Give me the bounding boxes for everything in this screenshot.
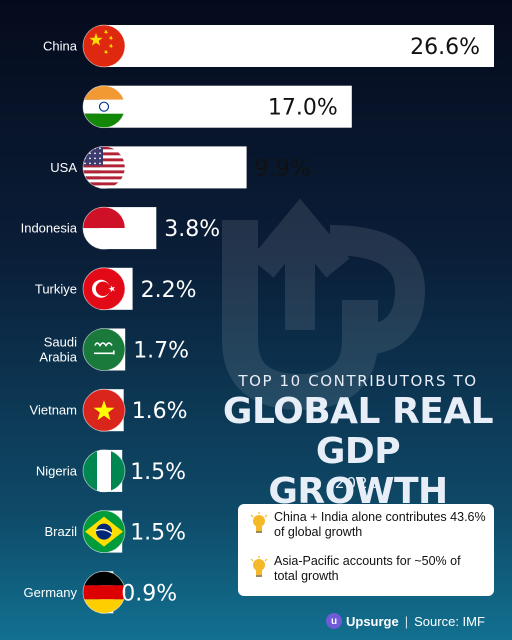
value-label-india: 17.0%: [268, 96, 338, 121]
value-label-saudi-arabia: 1.7%: [133, 339, 189, 364]
china-flag-icon: [82, 24, 126, 68]
category-label-indonesia: Indonesia: [21, 221, 78, 236]
category-label-turkiye: Turkiye: [35, 281, 77, 296]
lightbulb-icon: [250, 556, 268, 577]
title-line-1: GLOBAL REAL: [222, 391, 494, 432]
note-item: China + India alone contributes 43.6% of…: [246, 510, 486, 550]
category-label-usa: USA: [50, 160, 77, 175]
category-label-nigeria: Nigeria: [36, 463, 78, 478]
category-label-brazil: Brazil: [44, 524, 77, 539]
note-text-2: Asia-Pacific accounts for ~50% of total …: [274, 554, 461, 583]
title-line-2: GDP GROWTH: [268, 431, 448, 512]
title-prefix: TOP 10 CONTRIBUTORS TO: [238, 372, 478, 390]
value-label-turkiye: 2.2%: [141, 278, 197, 303]
footer-separator: |: [404, 613, 409, 629]
indonesia-flag-icon: [82, 206, 126, 250]
value-label-indonesia: 3.8%: [164, 217, 220, 242]
category-label-saudi-arabia: Saudi Arabia: [39, 335, 77, 365]
india-flag-icon: [82, 85, 126, 129]
nigeria-flag-icon: [82, 449, 126, 493]
note-item: Asia-Pacific accounts for ~50% of total …: [246, 554, 486, 594]
footer-brand: Upsurge: [346, 613, 399, 629]
value-label-china: 26.6%: [410, 35, 480, 60]
value-label-usa: 9.9%: [255, 156, 311, 181]
notes-box: China + India alone contributes 43.6% of…: [238, 504, 494, 596]
value-label-nigeria: 1.5%: [130, 460, 186, 485]
bars-group: China 26.6% 17.0% USA 9.9% Indonesia 3.8% Turki…: [21, 24, 494, 614]
brazil-flag-icon: [82, 510, 126, 553]
footer-source: Source: IMF: [414, 613, 485, 629]
note-text-1: China + India alone contributes 43.6% of…: [274, 510, 486, 539]
value-label-germany: 0.9%: [121, 581, 177, 606]
category-label-vietnam: Vietnam: [30, 403, 77, 418]
bar-india: [100, 85, 352, 128]
value-label-brazil: 1.5%: [130, 521, 186, 546]
watermark-logo: [222, 198, 426, 411]
turkiye-flag-icon: [82, 267, 126, 311]
category-label-germany: Germany: [24, 585, 78, 600]
title-year: 2026: [334, 474, 382, 492]
value-label-vietnam: 1.6%: [132, 399, 188, 424]
usa-flag-icon: [82, 145, 126, 189]
saudi-arabia-flag-icon: [82, 328, 126, 371]
vietnam-flag-icon: [82, 388, 126, 432]
bar-china: [100, 25, 494, 67]
germany-flag-icon: [82, 570, 126, 614]
footer: u Upsurge | Source: IMF: [326, 612, 485, 630]
upsurge-logo-icon: u: [326, 613, 342, 629]
category-label-china: China: [43, 39, 78, 54]
lightbulb-icon: [250, 512, 268, 533]
